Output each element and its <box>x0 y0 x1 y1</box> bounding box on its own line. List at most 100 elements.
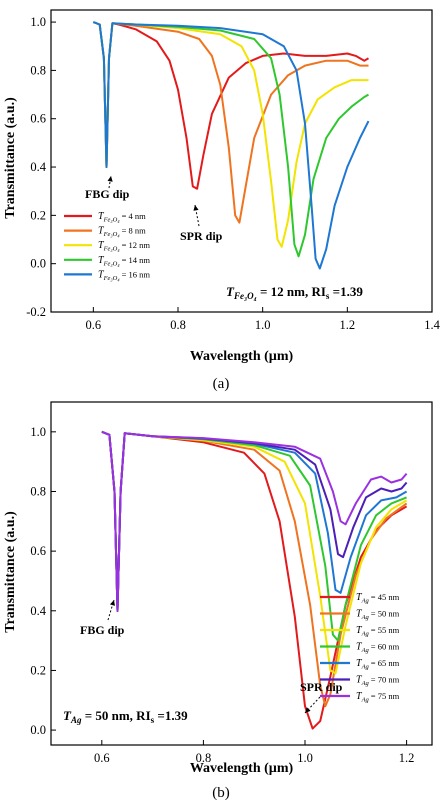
x-tick-label: 0.6 <box>86 318 102 332</box>
legend-entry: TAg = 65 nm <box>356 658 400 671</box>
legend-entry: TFe₃O₄ = 4 nm <box>98 211 146 224</box>
legend-label: = 70 nm <box>371 675 400 685</box>
fbg-dip-label: FBG dip <box>85 187 130 201</box>
chart-panel-a: -0.2 0.0 0.2 0.4 0.6 0.8 1.0 0.6 0.8 1.0 1.2 1.4 Wav… <box>3 9 441 392</box>
y-tick-label: 0.4 <box>30 160 46 174</box>
legend-subscript: Ag <box>361 697 370 704</box>
legend-entry: TAg = 45 nm <box>356 592 400 605</box>
series-line-6 <box>101 430 408 612</box>
x-tick-label: 1.0 <box>255 318 271 332</box>
x-tick-label: 1.4 <box>424 318 440 332</box>
plot-frame <box>50 401 433 746</box>
series-line-5 <box>92 21 370 270</box>
param-value: =1.39 <box>329 284 363 299</box>
y-tick-label: 0.8 <box>30 63 46 77</box>
legend-entry: TFe₃O₄ = 8 nm <box>98 226 146 239</box>
param-subscript: Fe₃O₄ <box>233 291 257 301</box>
legend-label: = 50 nm <box>371 609 400 619</box>
x-axis-label: Wavelength (µm) <box>190 761 294 776</box>
param-ri-subscript: s <box>151 715 155 725</box>
legend-subscript: Fe₃O₄ <box>103 260 121 267</box>
series-line-2 <box>92 21 369 224</box>
y-tick-label: 0.0 <box>30 723 46 737</box>
y-tick-label: 0.6 <box>30 112 46 126</box>
legend-entry: TFe₃O₄ = 14 nm <box>98 255 150 268</box>
legend-symbol: T <box>98 211 105 222</box>
legend-entry: TAg = 75 nm <box>356 691 400 704</box>
y-tick-label: 0.2 <box>30 663 46 677</box>
plot-frame <box>50 9 433 313</box>
legend-subscript: Fe₃O₄ <box>103 275 121 282</box>
legend-subscript: Ag <box>361 664 370 671</box>
y-tick-label: 0.8 <box>30 484 46 498</box>
param-subscript: Ag <box>70 715 82 725</box>
legend-symbol: T <box>356 592 363 603</box>
legend-subscript: Ag <box>361 631 370 638</box>
figure-caption: (b) <box>212 785 230 801</box>
spr-dip-label: SPR dip <box>180 229 223 243</box>
legend-symbol: T <box>98 269 105 280</box>
legend-label: = 8 nm <box>122 226 147 236</box>
legend-label: = 65 nm <box>371 658 400 668</box>
param-symbol: T <box>63 708 72 723</box>
param-symbol: T <box>226 284 235 299</box>
legend-subscript: Ag <box>361 598 370 605</box>
param-value: =1.39 <box>154 708 188 723</box>
legend-entry: TAg = 70 nm <box>356 675 400 688</box>
param-ri-subscript: s <box>326 291 330 301</box>
legend-label: = 60 nm <box>371 642 400 652</box>
legend-label: = 12 nm <box>122 240 151 250</box>
legend-label: = 14 nm <box>122 255 151 265</box>
series-line-5 <box>101 430 408 612</box>
fbg-arrow-head <box>107 176 113 182</box>
parameter-annotation: TFe₃O₄ = 12 nm, RIs =1.39 <box>226 284 363 301</box>
x-axis-label: Wavelength (µm) <box>190 349 294 364</box>
legend-symbol: T <box>356 625 363 636</box>
y-tick-label: 0.0 <box>30 257 46 271</box>
y-tick-label: 1.0 <box>30 15 46 29</box>
chart-panel-b: 0.0 0.2 0.4 0.6 0.8 1.0 0.6 0.8 1.0 1.2 Wavelength… <box>3 401 433 801</box>
legend-subscript: Fe₃O₄ <box>103 217 121 224</box>
fbg-dip-label: FBG dip <box>80 623 125 637</box>
spr-dip-label: SPR dip <box>300 680 343 694</box>
legend-entry: TAg = 50 nm <box>356 609 400 622</box>
legend-symbol: T <box>98 226 105 237</box>
series-line-7 <box>101 430 408 612</box>
x-tick-label: 1.0 <box>297 751 313 765</box>
legend-symbol: T <box>356 642 363 653</box>
legend-label: = 75 nm <box>371 691 400 701</box>
legend-entry: TFe₃O₄ = 16 nm <box>98 269 150 282</box>
legend-subscript: Ag <box>361 680 370 687</box>
legend-symbol: T <box>356 658 363 669</box>
y-axis-label: Transmittance (a.u.) <box>3 97 18 219</box>
y-axis-label: Transmittance (a.u.) <box>3 511 18 633</box>
legend-label: = 45 nm <box>371 592 400 602</box>
y-tick-label: 0.4 <box>30 604 46 618</box>
series-line-4 <box>92 21 369 258</box>
x-tick-label: 1.2 <box>399 751 415 765</box>
legend-entry: TAg = 55 nm <box>356 625 400 638</box>
param-text: = 12 nm, RI <box>257 284 326 299</box>
legend-label: = 55 nm <box>371 625 400 635</box>
legend-subscript: Ag <box>361 614 370 621</box>
legend-label: = 4 nm <box>122 211 147 221</box>
legend-symbol: T <box>356 675 363 686</box>
x-tick-label: 0.8 <box>196 751 212 765</box>
spr-arrow-head <box>305 707 311 713</box>
y-tick-label: 0.2 <box>30 208 46 222</box>
legend-entry: TFe₃O₄ = 12 nm <box>98 240 150 253</box>
x-tick-label: 0.6 <box>94 751 110 765</box>
y-tick-label: 1.0 <box>30 425 46 439</box>
x-tick-label: 0.8 <box>170 318 186 332</box>
figure-caption: (a) <box>213 376 230 392</box>
parameter-annotation: TAg = 50 nm, RIs =1.39 <box>63 708 188 725</box>
spr-arrow-head <box>193 205 199 211</box>
fbg-arrow-head <box>109 600 115 606</box>
legend-symbol: T <box>98 255 105 266</box>
x-tick-label: 1.2 <box>340 318 356 332</box>
legend-subscript: Ag <box>361 647 370 654</box>
y-tick-label: -0.2 <box>26 305 46 319</box>
legend-entry: TAg = 60 nm <box>356 642 400 655</box>
legend-label: = 16 nm <box>122 269 151 279</box>
